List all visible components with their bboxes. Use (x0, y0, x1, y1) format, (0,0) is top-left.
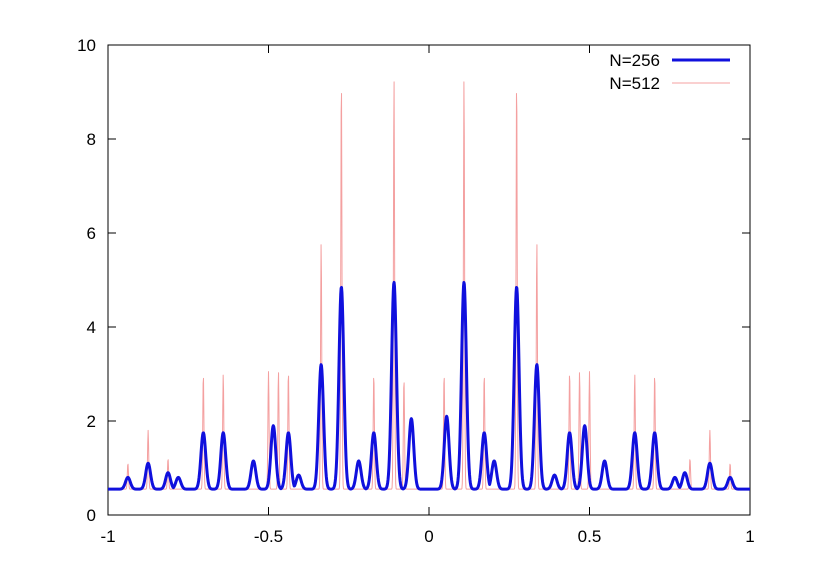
series-line-n256 (106, 280, 752, 491)
x-tick-label: 0 (424, 527, 433, 546)
legend-label-n512: N=512 (609, 74, 660, 93)
series-layer (106, 81, 752, 491)
y-tick-label: 8 (87, 130, 96, 149)
x-tick-label: -1 (100, 527, 115, 546)
y-tick-label: 6 (87, 224, 96, 243)
x-tick-label: 0.5 (578, 527, 602, 546)
y-tick-label: 10 (77, 36, 96, 55)
legend: N=256 N=512 (609, 51, 730, 93)
x-tick-label: -0.5 (254, 527, 283, 546)
y-tick-label: 2 (87, 412, 96, 431)
x-tick-label: 1 (745, 527, 754, 546)
series-line-n512 (107, 81, 751, 490)
y-tick-label: 4 (87, 318, 96, 337)
legend-label-n256: N=256 (609, 51, 660, 70)
y-tick-label: 0 (87, 506, 96, 525)
